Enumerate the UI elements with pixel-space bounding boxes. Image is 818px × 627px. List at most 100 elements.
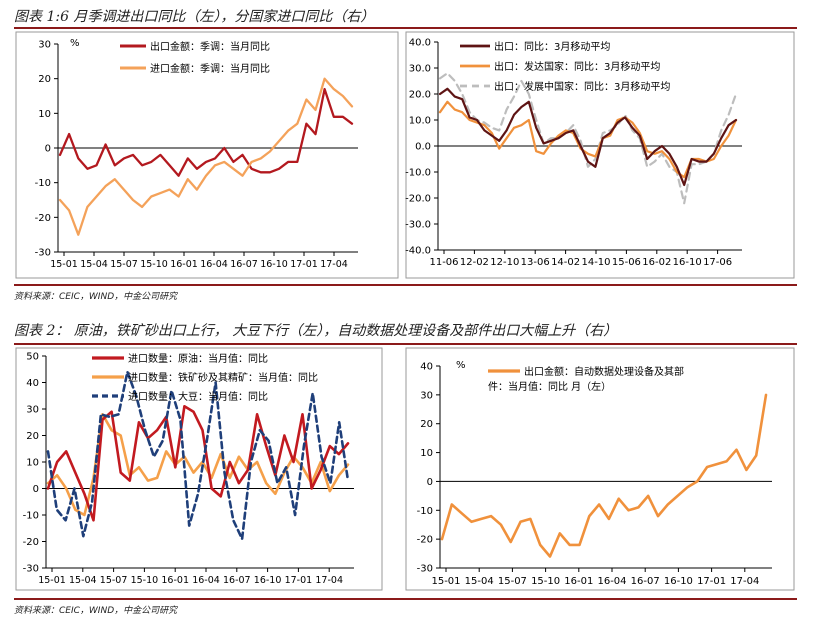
x-tick-label: 14-02 bbox=[551, 257, 580, 268]
x-tick-label: 16-10 bbox=[664, 576, 693, 587]
y-tick-label: 0.0 bbox=[415, 142, 431, 153]
y-tick-label: 10 bbox=[26, 458, 39, 469]
series-line-1 bbox=[438, 72, 738, 205]
series-line-2 bbox=[58, 77, 354, 236]
y-tick-label: -30 bbox=[417, 564, 433, 575]
legend-label: 出口金额：自动数据处理设备及其部 bbox=[524, 365, 684, 378]
series-line-1 bbox=[58, 87, 354, 177]
legend-label: 出口：同比：3月移动平均 bbox=[494, 40, 610, 53]
x-tick-label: 17-04 bbox=[730, 576, 759, 587]
chart-frame bbox=[15, 347, 383, 591]
x-tick-label: 15-10 bbox=[531, 576, 560, 587]
x-tick-label: 15-07 bbox=[110, 259, 138, 270]
x-tick-label: 15-06 bbox=[612, 257, 641, 268]
y-tick-label: 10 bbox=[38, 109, 51, 120]
legend-label: 出口：发达国家：同比：3月移动平均 bbox=[494, 60, 660, 73]
x-tick-label: 15-07 bbox=[498, 576, 527, 587]
figure1-source: 资料来源：CEIC，WIND，中金公司研究 bbox=[14, 292, 178, 302]
y-tick-label: -30 bbox=[23, 564, 39, 575]
y-tick-label: -40.0 bbox=[405, 246, 431, 257]
y-tick-label: -10 bbox=[417, 506, 433, 517]
chart-frame bbox=[405, 347, 795, 591]
y-tick-label: -10 bbox=[23, 511, 39, 522]
figure1-title: 图表 1:6 月季调进出口同比（左），分国家进口同比（右） bbox=[14, 9, 375, 25]
legend-label: 出口：发展中国家：同比：3月移动平均 bbox=[494, 80, 670, 93]
x-tick-label: 16-01 bbox=[564, 576, 593, 587]
y-tick-label: 0 bbox=[45, 144, 51, 155]
y-tick-label: -10 bbox=[35, 178, 51, 189]
y-tick-label: 30 bbox=[38, 40, 51, 51]
x-tick-label: 16-10 bbox=[260, 259, 288, 270]
x-tick-label: 16-02 bbox=[642, 257, 671, 268]
series-line-3 bbox=[438, 87, 738, 187]
series-line-3 bbox=[46, 370, 350, 541]
y-tick-label: -20.0 bbox=[405, 194, 431, 205]
legend-label: 进口数量：铁矿砂及其精矿：当月值：同比 bbox=[128, 371, 318, 384]
x-tick-label: 16-01 bbox=[170, 259, 198, 270]
y-tick-label: -20 bbox=[417, 535, 433, 546]
y-tick-label: 50 bbox=[26, 352, 39, 363]
legend-label: 出口金额：季调：当月同比 bbox=[150, 40, 270, 53]
x-tick-label: 15-01 bbox=[50, 259, 78, 270]
series-line-2 bbox=[438, 100, 738, 179]
unit-label: % bbox=[456, 360, 466, 371]
legend-label: 件：当月值：同比 月（左） bbox=[488, 380, 611, 393]
x-tick-label: 17-04 bbox=[320, 259, 348, 270]
y-tick-label: 0 bbox=[33, 484, 39, 495]
y-tick-label: 30.0 bbox=[409, 64, 431, 75]
x-tick-label: 12-02 bbox=[460, 257, 489, 268]
y-tick-label: -20 bbox=[23, 537, 39, 548]
x-tick-label: 16-10 bbox=[673, 257, 702, 268]
x-tick-label: 15-04 bbox=[465, 576, 494, 587]
x-tick-label: 16-01 bbox=[161, 575, 189, 586]
y-tick-label: 40.0 bbox=[409, 38, 431, 49]
y-tick-label: -30.0 bbox=[405, 220, 431, 231]
x-tick-label: 12-10 bbox=[490, 257, 519, 268]
chart-frame bbox=[405, 31, 795, 279]
figure1-top-rule bbox=[14, 27, 797, 29]
x-tick-label: 17-06 bbox=[703, 257, 732, 268]
y-tick-label: 30 bbox=[420, 390, 433, 401]
x-tick-label: 17-04 bbox=[315, 575, 343, 586]
y-tick-label: 40 bbox=[26, 378, 39, 389]
series-line-1 bbox=[440, 393, 768, 558]
x-tick-label: 15-04 bbox=[69, 575, 97, 586]
x-tick-label: 17-01 bbox=[290, 259, 318, 270]
figure2-bottom-rule bbox=[14, 598, 797, 600]
y-tick-label: 20 bbox=[26, 431, 39, 442]
x-tick-label: 16-07 bbox=[223, 575, 251, 586]
figure2-title: 图表 2： 原油，铁矿砂出口上行， 大豆下行（左），自动数据处理设备及部件出口大… bbox=[14, 323, 618, 339]
x-tick-label: 16-04 bbox=[597, 576, 626, 587]
x-tick-label: 14-10 bbox=[581, 257, 610, 268]
y-tick-label: -10.0 bbox=[405, 168, 431, 179]
y-tick-label: 10.0 bbox=[409, 116, 431, 127]
figure1-bottom-rule bbox=[14, 284, 797, 286]
y-tick-label: 20 bbox=[38, 74, 51, 85]
unit-label: % bbox=[70, 38, 80, 49]
y-tick-label: 30 bbox=[26, 405, 39, 416]
x-tick-label: 15-01 bbox=[38, 575, 66, 586]
x-tick-label: 15-04 bbox=[80, 259, 108, 270]
x-tick-label: 11-06 bbox=[429, 257, 458, 268]
figure2-top-rule bbox=[14, 343, 797, 345]
x-tick-label: 16-07 bbox=[230, 259, 258, 270]
chart2-export-by-country: 40.030.020.010.00.0-10.0-20.0-30.0-40.01… bbox=[405, 31, 795, 279]
legend-label: 进口数量：大豆：当月值：同比 bbox=[128, 390, 268, 403]
y-tick-label: -30 bbox=[35, 248, 51, 259]
y-tick-label: -20 bbox=[35, 213, 51, 224]
y-tick-label: 20 bbox=[420, 419, 433, 430]
x-tick-label: 15-10 bbox=[131, 575, 159, 586]
x-tick-label: 16-10 bbox=[254, 575, 282, 586]
x-tick-label: 16-04 bbox=[200, 259, 228, 270]
y-tick-label: 10 bbox=[420, 448, 433, 459]
legend-label: 进口金额：季调：当月同比 bbox=[150, 62, 270, 75]
x-tick-label: 16-04 bbox=[192, 575, 220, 586]
x-tick-label: 16-07 bbox=[631, 576, 660, 587]
x-tick-label: 15-01 bbox=[431, 576, 460, 587]
figure2-source: 资料来源：CEIC，WIND，中金公司研究 bbox=[14, 606, 178, 616]
x-tick-label: 17-01 bbox=[697, 576, 726, 587]
y-tick-label: 0 bbox=[427, 477, 433, 488]
